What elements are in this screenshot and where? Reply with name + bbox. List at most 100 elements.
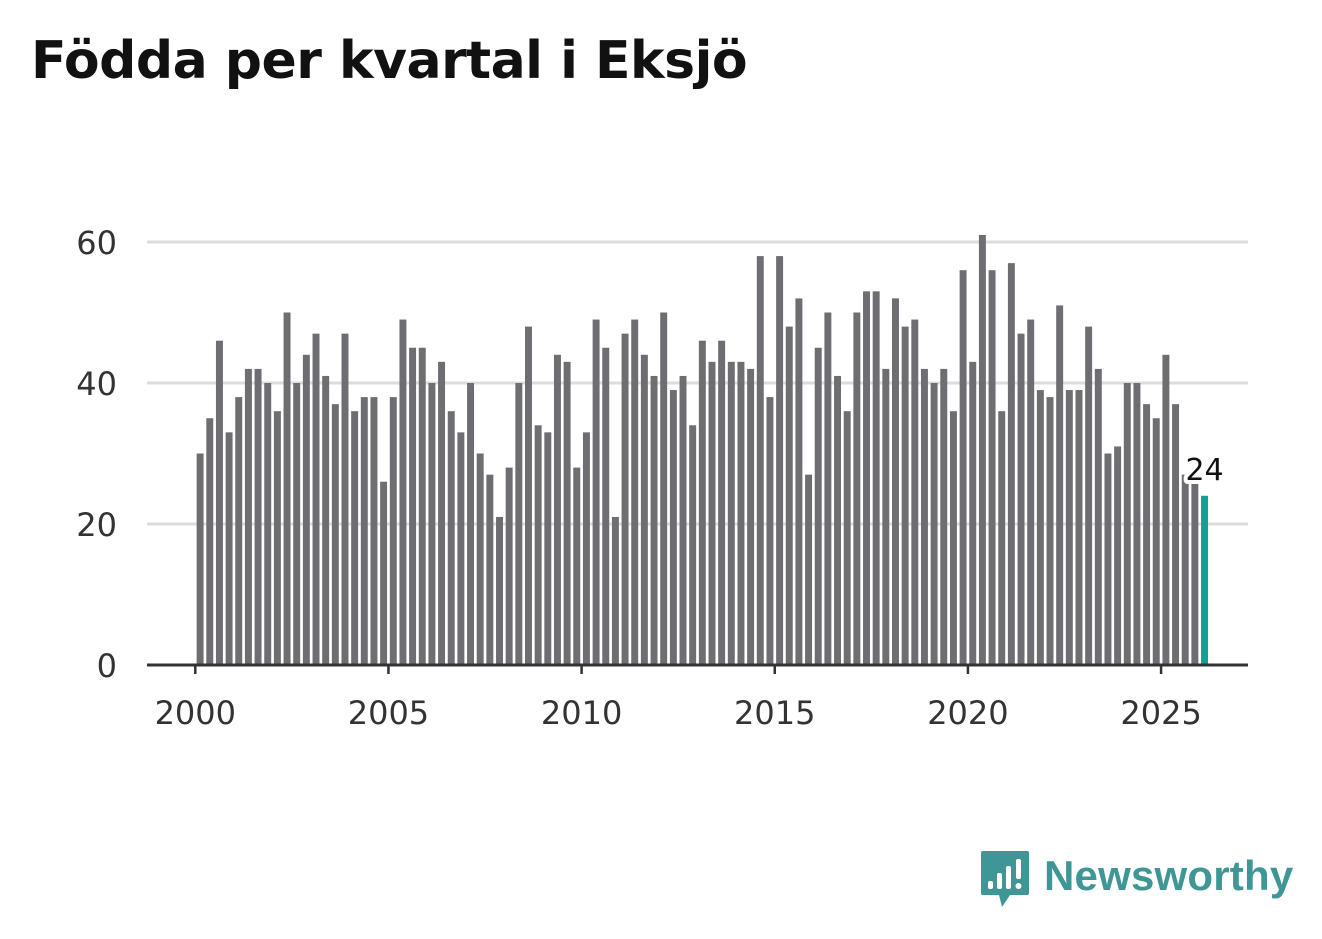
bar bbox=[901, 326, 909, 665]
bar bbox=[312, 333, 320, 665]
bar bbox=[843, 411, 851, 665]
bar bbox=[351, 411, 359, 665]
bar bbox=[940, 368, 948, 665]
bar bbox=[476, 453, 484, 665]
bar bbox=[1085, 326, 1093, 665]
bar bbox=[225, 432, 233, 665]
x-tick-label: 2025 bbox=[1120, 694, 1201, 732]
bar bbox=[1181, 474, 1189, 665]
bar bbox=[360, 397, 368, 665]
highlight-annotation: 24 bbox=[1181, 449, 1227, 492]
bar bbox=[1007, 263, 1015, 665]
bar bbox=[1162, 354, 1170, 665]
bar bbox=[978, 234, 986, 665]
bar bbox=[1075, 390, 1083, 665]
bar bbox=[1123, 383, 1131, 665]
bar bbox=[756, 256, 764, 665]
grid-lines bbox=[147, 240, 1248, 526]
bar bbox=[727, 361, 735, 665]
bar bbox=[834, 375, 842, 665]
chart-title: Födda per kvartal i Eksjö bbox=[31, 31, 748, 91]
x-tick-label: 2010 bbox=[541, 694, 622, 732]
bar bbox=[264, 383, 272, 665]
bar bbox=[1133, 383, 1141, 665]
bar bbox=[573, 467, 581, 665]
bar bbox=[544, 432, 552, 665]
bar bbox=[650, 375, 658, 665]
bar bbox=[872, 291, 880, 665]
bar bbox=[244, 368, 252, 665]
highlight-value-label: 24 bbox=[1185, 453, 1223, 488]
bar bbox=[737, 361, 745, 665]
bar bbox=[515, 383, 523, 665]
bar bbox=[776, 256, 784, 665]
bar bbox=[389, 397, 397, 665]
bar bbox=[1114, 446, 1122, 665]
bar bbox=[1027, 319, 1035, 665]
bar bbox=[959, 270, 967, 665]
bar bbox=[785, 326, 793, 665]
y-tick-label: 60 bbox=[76, 224, 117, 262]
bar bbox=[930, 383, 938, 665]
bar bbox=[611, 516, 619, 665]
bar bbox=[592, 319, 600, 665]
bar bbox=[795, 298, 803, 665]
y-tick-label: 0 bbox=[97, 647, 117, 685]
bar bbox=[409, 347, 417, 665]
bar bbox=[525, 326, 532, 665]
bar bbox=[949, 411, 957, 665]
bar bbox=[302, 354, 310, 665]
bar bbox=[341, 333, 349, 665]
bar bbox=[1056, 305, 1064, 665]
bar bbox=[1036, 390, 1044, 665]
bar-chart-speech-bubble-icon bbox=[981, 851, 1029, 907]
bar bbox=[747, 368, 755, 665]
bar bbox=[853, 312, 861, 665]
bar-highlight bbox=[1201, 495, 1209, 665]
bar bbox=[254, 368, 262, 665]
bar bbox=[998, 411, 1006, 665]
bar bbox=[1191, 481, 1199, 665]
bar bbox=[273, 411, 281, 665]
bar bbox=[602, 347, 610, 665]
bar bbox=[640, 354, 648, 665]
bar bbox=[863, 291, 870, 665]
bar bbox=[1094, 368, 1102, 665]
bar bbox=[689, 425, 697, 665]
x-tick-label: 2005 bbox=[348, 694, 429, 732]
bar bbox=[505, 467, 513, 665]
brand-name: Newsworthy bbox=[1044, 852, 1294, 899]
bar bbox=[698, 340, 706, 665]
bar bbox=[418, 347, 426, 665]
bar bbox=[1172, 404, 1180, 665]
bars bbox=[196, 234, 1209, 665]
bar bbox=[969, 361, 977, 665]
bar bbox=[215, 340, 223, 665]
bar bbox=[486, 474, 494, 665]
bar bbox=[496, 516, 503, 665]
bar bbox=[322, 375, 330, 665]
x-axis-ticks: 2000 2005 2010 2015 2020 2025 bbox=[155, 665, 1202, 732]
bar bbox=[718, 340, 726, 665]
bar bbox=[399, 319, 407, 665]
newsworthy-brand: Newsworthy bbox=[980, 848, 1293, 910]
bar bbox=[1017, 333, 1025, 665]
bar bbox=[457, 432, 465, 665]
bar bbox=[1152, 418, 1160, 665]
bar bbox=[892, 298, 899, 665]
bar bbox=[380, 481, 388, 665]
bar bbox=[621, 333, 629, 665]
bar bbox=[660, 312, 668, 665]
y-tick-label: 20 bbox=[76, 506, 117, 544]
bar bbox=[563, 361, 571, 665]
bar bbox=[206, 418, 214, 665]
bar bbox=[428, 383, 436, 665]
bar bbox=[882, 368, 890, 665]
bar bbox=[447, 411, 455, 665]
bar bbox=[920, 368, 928, 665]
bar bbox=[235, 397, 243, 665]
bar bbox=[824, 312, 832, 665]
bar bbox=[988, 270, 996, 665]
bar bbox=[1143, 404, 1151, 665]
bar bbox=[1046, 397, 1054, 665]
